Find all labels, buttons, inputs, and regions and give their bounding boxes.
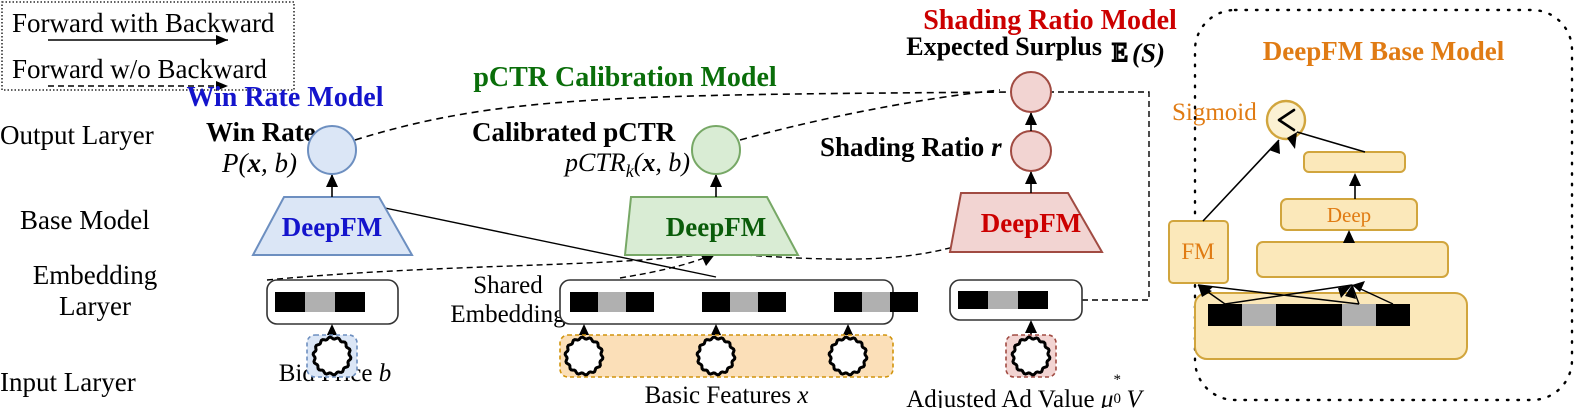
svg-text:FM: FM bbox=[1181, 239, 1214, 264]
svg-text:DeepFM: DeepFM bbox=[666, 212, 766, 242]
svg-text:DeepFM: DeepFM bbox=[282, 212, 382, 242]
svg-text:Deep: Deep bbox=[1327, 203, 1371, 227]
svg-text:DeepFM: DeepFM bbox=[981, 208, 1081, 238]
